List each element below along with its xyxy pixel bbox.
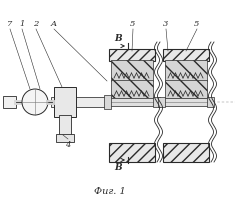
Bar	[109, 143, 155, 162]
Bar	[153, 97, 160, 107]
Bar	[109, 98, 155, 106]
Text: 5: 5	[194, 20, 200, 28]
Text: 1: 1	[19, 20, 25, 28]
Bar	[207, 97, 214, 107]
Bar	[111, 80, 153, 98]
Bar	[59, 115, 71, 135]
Bar	[163, 49, 209, 61]
Text: 4: 4	[65, 141, 71, 149]
Bar	[51, 97, 109, 107]
Bar	[109, 49, 155, 61]
Bar	[111, 60, 153, 81]
Bar	[165, 80, 207, 98]
Text: 3: 3	[163, 20, 169, 28]
Text: 2: 2	[33, 20, 39, 28]
Bar	[3, 96, 16, 108]
Text: 5: 5	[130, 20, 136, 28]
Bar	[56, 134, 74, 142]
Text: A: A	[51, 20, 57, 28]
Bar	[163, 143, 209, 162]
Text: В: В	[114, 163, 122, 172]
Bar	[158, 97, 165, 107]
Circle shape	[22, 89, 48, 115]
Text: 7: 7	[7, 20, 13, 28]
Text: Фиг. 1: Фиг. 1	[94, 187, 126, 196]
Bar	[104, 95, 111, 109]
Text: В: В	[114, 34, 122, 43]
Bar	[163, 98, 209, 106]
Bar	[165, 60, 207, 81]
Bar	[54, 87, 76, 117]
